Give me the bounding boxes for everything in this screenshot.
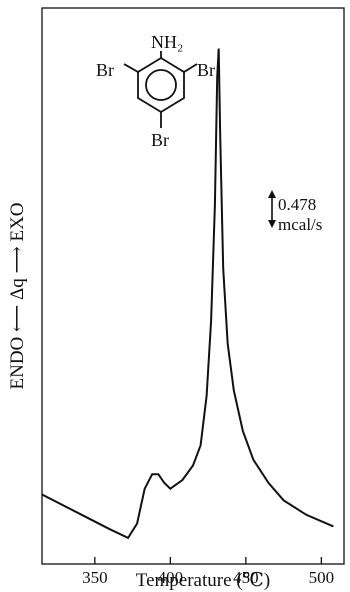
x-axis-label: Temperature (℃) (136, 570, 270, 591)
x-axis-ticks: 350 400 450 500 (82, 557, 334, 587)
scale-bar-unit: mcal/s (278, 215, 322, 234)
label-br-bottom: Br (151, 130, 169, 150)
aromatic-circle (145, 69, 177, 101)
benzene-ring (137, 56, 185, 114)
x-tick-label: 400 (158, 568, 184, 587)
scale-bar (268, 190, 276, 228)
label-nh2: NH₂ (151, 32, 183, 52)
series-line (41, 48, 334, 540)
molecule-structure (123, 51, 198, 128)
scale-bar-value: 0.478 (278, 195, 316, 214)
bond-br-right (183, 63, 198, 73)
label-br-right: Br (197, 60, 215, 80)
bond-br-left (123, 63, 139, 73)
y-axis-label: ENDO ⟵ Δq ⟶ EXO (7, 202, 28, 389)
plot-frame (41, 7, 345, 565)
x-tick-label: 500 (309, 568, 335, 587)
label-br-left: Br (96, 60, 114, 80)
x-tick-label: 450 (233, 568, 259, 587)
x-tick-label: 350 (82, 568, 108, 587)
